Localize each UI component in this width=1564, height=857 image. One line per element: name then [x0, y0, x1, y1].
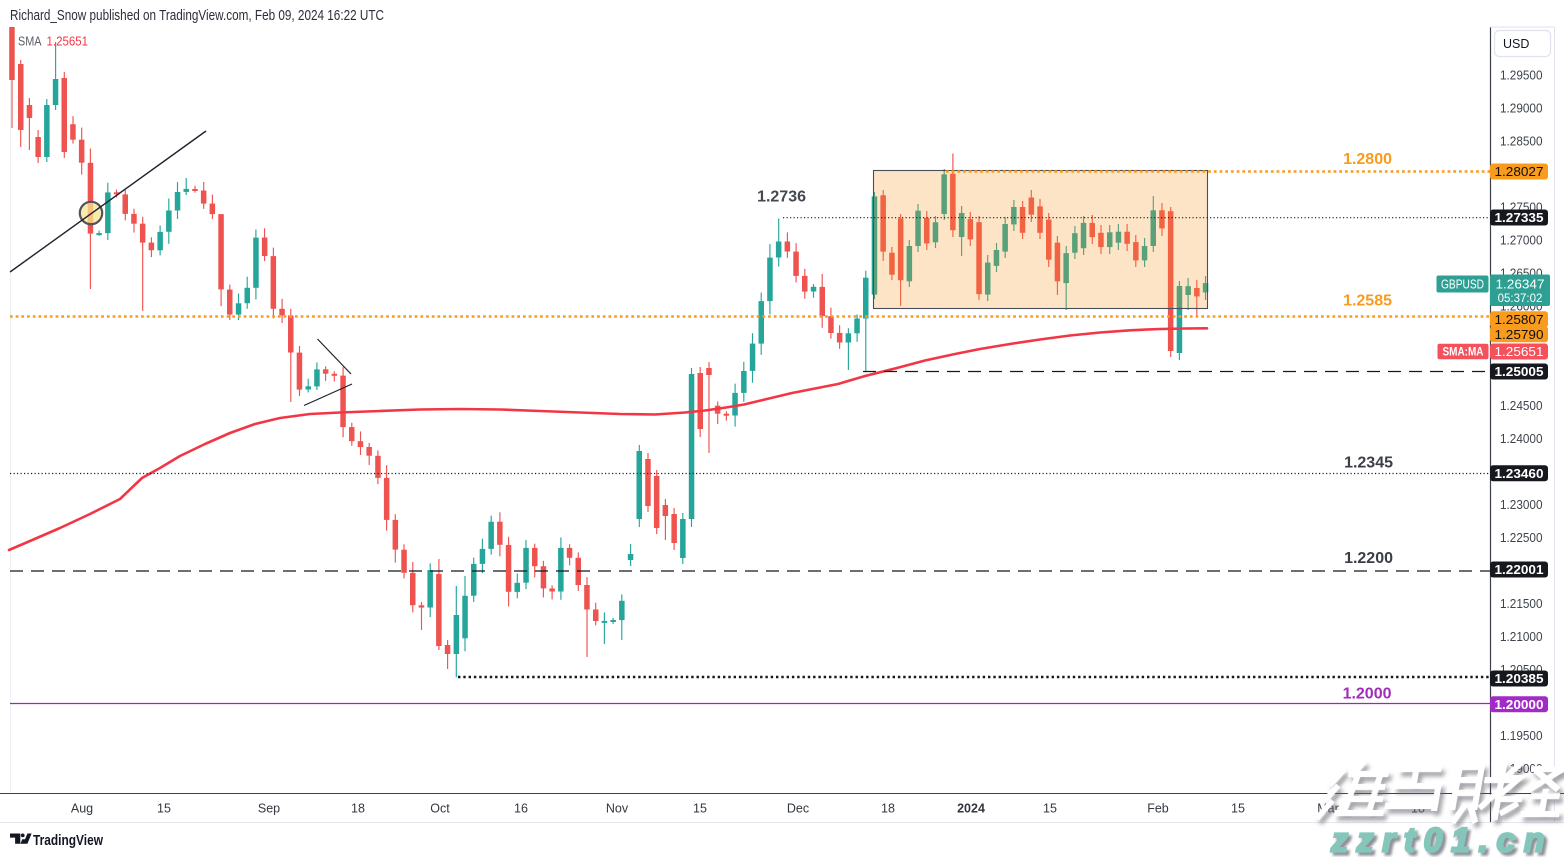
svg-text:1.28500: 1.28500: [1500, 135, 1543, 149]
svg-text:1.22001: 1.22001: [1495, 563, 1544, 577]
svg-text:1.2736: 1.2736: [757, 189, 806, 206]
svg-text:Sep: Sep: [258, 802, 280, 816]
svg-text:SMA: SMA: [18, 34, 42, 49]
svg-text:Oct: Oct: [430, 802, 450, 816]
svg-text:16: 16: [514, 802, 528, 816]
svg-text:TradingView: TradingView: [33, 832, 103, 849]
svg-text:1.25790: 1.25790: [1495, 328, 1544, 342]
svg-text:SMA:MA: SMA:MA: [1443, 347, 1484, 359]
svg-text:1.2585: 1.2585: [1343, 293, 1392, 310]
svg-text:1.23000: 1.23000: [1500, 498, 1543, 512]
svg-text:Aug: Aug: [71, 802, 93, 816]
svg-text:15: 15: [157, 802, 171, 816]
svg-text:18: 18: [881, 802, 895, 816]
svg-text:Richard_Snow published on Trad: Richard_Snow published on TradingView.co…: [10, 7, 384, 24]
svg-text:1.20000: 1.20000: [1495, 698, 1544, 712]
svg-text:1.26347: 1.26347: [1496, 278, 1545, 292]
svg-text:1.24500: 1.24500: [1500, 399, 1543, 413]
svg-text:GBPUSD: GBPUSD: [1441, 278, 1484, 292]
svg-text:Dec: Dec: [787, 802, 809, 816]
svg-text:1.27335: 1.27335: [1495, 211, 1544, 225]
svg-text:1.28027: 1.28027: [1495, 165, 1544, 179]
svg-text:1.2800: 1.2800: [1343, 151, 1392, 168]
svg-text:1.2000: 1.2000: [1343, 686, 1392, 703]
svg-text:15: 15: [1231, 802, 1245, 816]
svg-text:1.27000: 1.27000: [1500, 234, 1543, 248]
svg-text:1.25005: 1.25005: [1495, 365, 1544, 379]
svg-text:15: 15: [693, 802, 707, 816]
svg-text:1.23460: 1.23460: [1495, 467, 1544, 481]
svg-text:1.22500: 1.22500: [1500, 531, 1543, 545]
svg-text:USD: USD: [1503, 37, 1529, 51]
svg-text:zzrt01.cn: zzrt01.cn: [1330, 822, 1553, 857]
svg-text:1.25651: 1.25651: [47, 34, 89, 49]
svg-text:1.2345: 1.2345: [1344, 455, 1393, 472]
svg-text:05:37:02: 05:37:02: [1498, 293, 1543, 305]
svg-text:1.24000: 1.24000: [1500, 432, 1543, 446]
svg-text:2024: 2024: [957, 802, 985, 816]
svg-text:1.21000: 1.21000: [1500, 630, 1543, 644]
svg-text:15: 15: [1043, 802, 1057, 816]
svg-text:1.29500: 1.29500: [1500, 69, 1543, 83]
svg-text:Feb: Feb: [1147, 802, 1169, 816]
svg-text:1.19500: 1.19500: [1500, 729, 1543, 743]
svg-text:1.25651: 1.25651: [1495, 345, 1544, 359]
svg-text:1.29000: 1.29000: [1500, 102, 1543, 116]
svg-text:1.21500: 1.21500: [1500, 597, 1543, 611]
svg-text:1.20385: 1.20385: [1495, 672, 1544, 686]
svg-text:18: 18: [351, 802, 365, 816]
svg-text:1.25807: 1.25807: [1495, 313, 1544, 327]
svg-text:Nov: Nov: [606, 802, 629, 816]
svg-text:1.2200: 1.2200: [1344, 550, 1393, 567]
